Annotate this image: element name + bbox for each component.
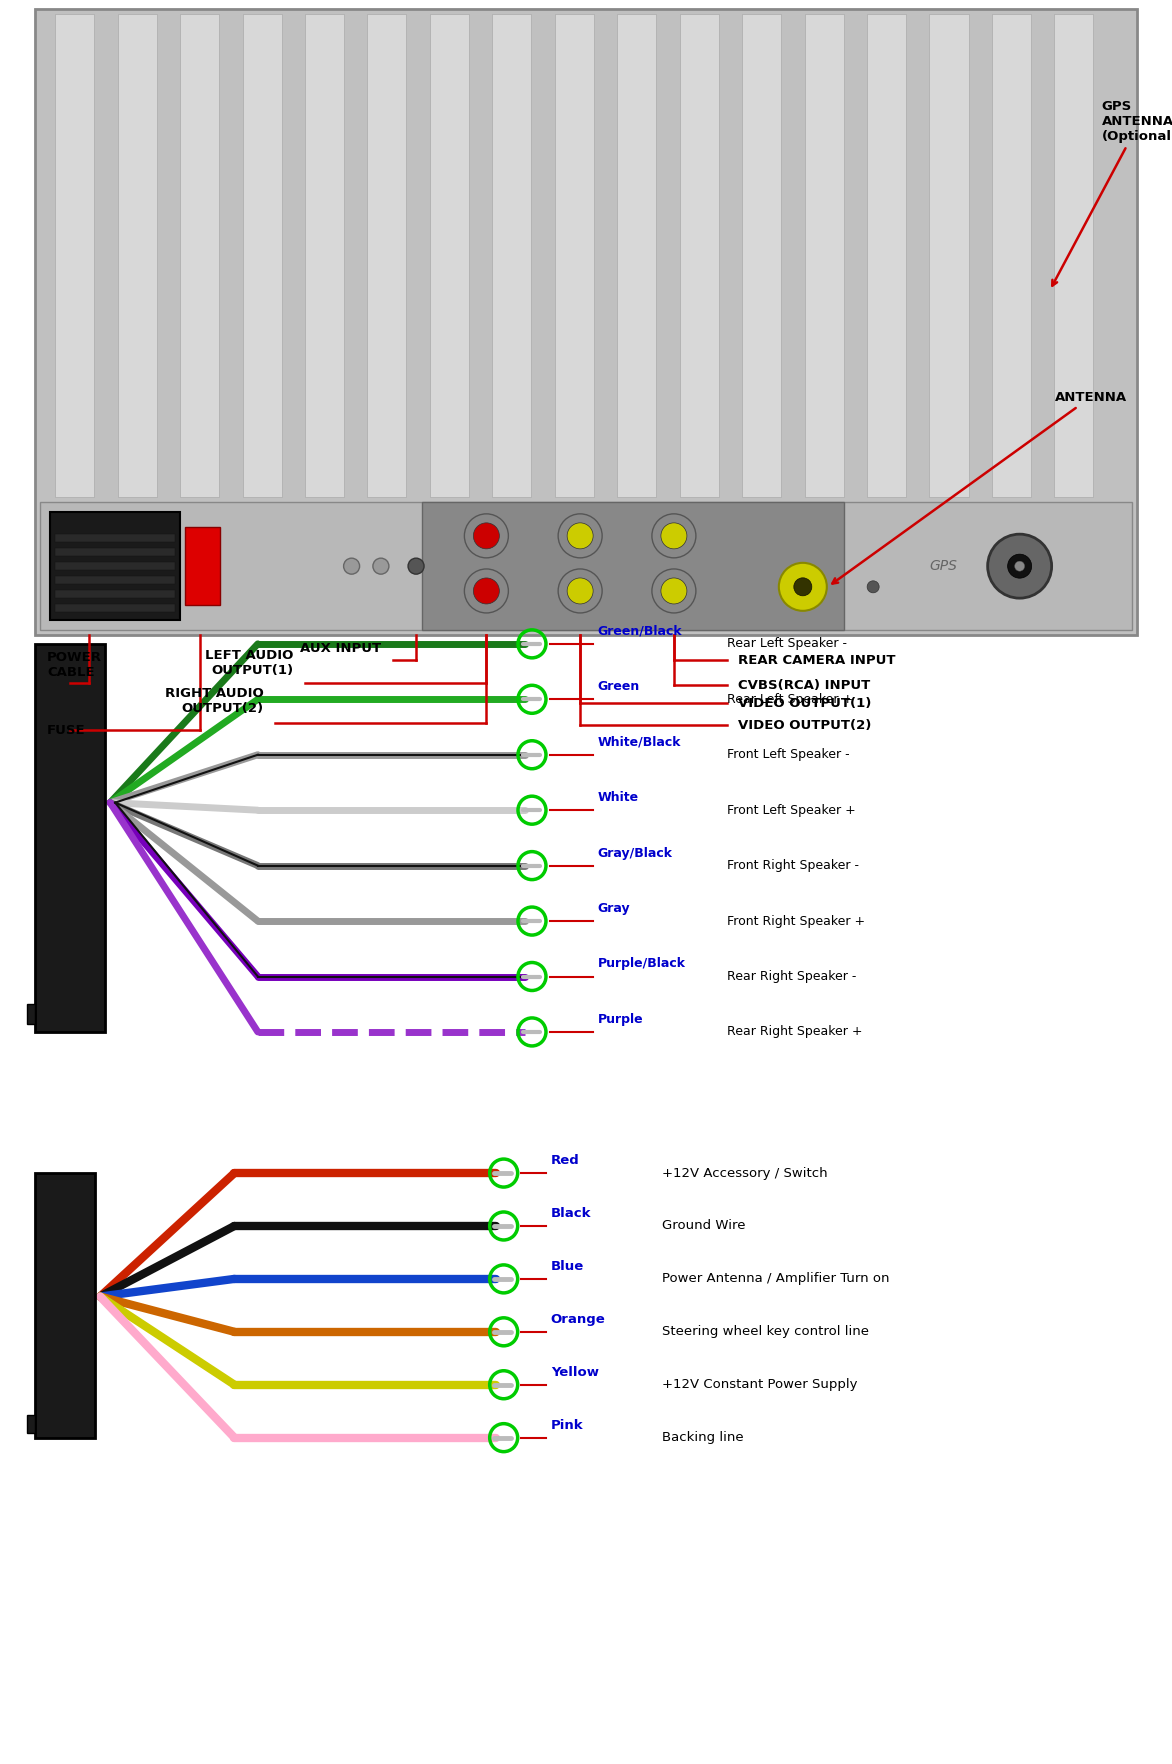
Circle shape xyxy=(464,513,509,557)
Bar xyxy=(430,14,469,497)
Bar xyxy=(35,9,1137,635)
Text: Rear Left Speaker +: Rear Left Speaker + xyxy=(727,693,853,706)
Bar xyxy=(55,14,94,497)
Text: White/Black: White/Black xyxy=(598,736,681,748)
Text: Rear Left Speaker -: Rear Left Speaker - xyxy=(727,637,846,651)
Bar xyxy=(55,563,175,570)
Text: Ground Wire: Ground Wire xyxy=(662,1219,745,1233)
Bar xyxy=(50,512,180,619)
Bar xyxy=(805,14,844,497)
Bar xyxy=(180,14,219,497)
Circle shape xyxy=(473,579,499,603)
Text: Green: Green xyxy=(598,681,640,693)
Bar xyxy=(492,14,531,497)
Bar xyxy=(35,644,105,1032)
Circle shape xyxy=(1015,561,1024,572)
Circle shape xyxy=(567,579,593,603)
Text: REAR CAMERA INPUT: REAR CAMERA INPUT xyxy=(738,653,895,667)
Bar xyxy=(55,577,175,584)
Bar xyxy=(305,14,345,497)
Text: Gray: Gray xyxy=(598,901,631,916)
Circle shape xyxy=(1008,554,1031,579)
Text: Front Left Speaker +: Front Left Speaker + xyxy=(727,804,856,817)
Bar xyxy=(185,527,220,605)
Bar xyxy=(680,14,718,497)
Text: Purple/Black: Purple/Black xyxy=(598,958,686,970)
Text: CVBS(RCA) INPUT: CVBS(RCA) INPUT xyxy=(738,679,871,691)
Circle shape xyxy=(558,513,602,557)
Text: +12V Accessory / Switch: +12V Accessory / Switch xyxy=(662,1166,827,1180)
Bar xyxy=(35,1173,95,1438)
Text: VIDEO OUTPUT(1): VIDEO OUTPUT(1) xyxy=(738,697,872,709)
Bar xyxy=(742,14,782,497)
Circle shape xyxy=(661,579,687,603)
Text: Green/Black: Green/Black xyxy=(598,624,682,639)
Bar xyxy=(867,14,906,497)
Text: GPS: GPS xyxy=(929,559,958,573)
Bar xyxy=(554,14,594,497)
Text: Purple: Purple xyxy=(598,1013,643,1027)
Circle shape xyxy=(464,570,509,612)
Circle shape xyxy=(793,579,812,596)
Bar xyxy=(422,503,844,630)
Bar xyxy=(55,603,175,612)
Text: Blue: Blue xyxy=(551,1259,584,1274)
Circle shape xyxy=(652,513,696,557)
Text: Red: Red xyxy=(551,1154,580,1168)
Text: White: White xyxy=(598,792,639,804)
Bar xyxy=(27,1004,35,1023)
Circle shape xyxy=(373,557,389,573)
Bar xyxy=(40,503,1132,630)
Bar xyxy=(618,14,656,497)
Circle shape xyxy=(867,580,879,593)
Text: Orange: Orange xyxy=(551,1312,606,1327)
Text: AUX INPUT: AUX INPUT xyxy=(300,642,381,654)
Text: Pink: Pink xyxy=(551,1418,584,1432)
Bar xyxy=(1055,14,1093,497)
Bar xyxy=(55,534,175,542)
Bar xyxy=(27,1415,35,1432)
Text: LEFT AUDIO
OUTPUT(1): LEFT AUDIO OUTPUT(1) xyxy=(205,649,293,677)
Circle shape xyxy=(343,557,360,573)
Bar xyxy=(55,549,175,556)
Circle shape xyxy=(558,570,602,612)
Bar xyxy=(992,14,1031,497)
Text: GPS
ANTENNA
(Optional): GPS ANTENNA (Optional) xyxy=(1052,101,1172,286)
Text: ANTENNA: ANTENNA xyxy=(832,390,1127,584)
Text: Black: Black xyxy=(551,1207,592,1221)
Text: Rear Right Speaker +: Rear Right Speaker + xyxy=(727,1025,863,1039)
Bar xyxy=(367,14,407,497)
Text: Front Right Speaker +: Front Right Speaker + xyxy=(727,914,865,928)
Text: Backing line: Backing line xyxy=(662,1431,744,1445)
Circle shape xyxy=(567,522,593,549)
Circle shape xyxy=(473,522,499,549)
Text: Gray/Black: Gray/Black xyxy=(598,847,673,859)
Text: VIDEO OUTPUT(2): VIDEO OUTPUT(2) xyxy=(738,718,872,732)
Text: RIGHT AUDIO
OUTPUT(2): RIGHT AUDIO OUTPUT(2) xyxy=(165,686,264,714)
Text: Steering wheel key control line: Steering wheel key control line xyxy=(662,1325,870,1339)
Bar xyxy=(55,589,175,598)
Circle shape xyxy=(652,570,696,612)
Bar xyxy=(117,14,157,497)
Circle shape xyxy=(779,563,826,610)
Text: Power Antenna / Amplifier Turn on: Power Antenna / Amplifier Turn on xyxy=(662,1272,890,1286)
Text: Rear Right Speaker -: Rear Right Speaker - xyxy=(727,970,856,983)
Circle shape xyxy=(408,557,424,573)
Text: Front Right Speaker -: Front Right Speaker - xyxy=(727,859,859,871)
Text: FUSE: FUSE xyxy=(47,723,86,737)
Text: POWER
CABLE: POWER CABLE xyxy=(47,651,102,679)
Text: +12V Constant Power Supply: +12V Constant Power Supply xyxy=(662,1378,858,1392)
Circle shape xyxy=(661,522,687,549)
Bar xyxy=(929,14,968,497)
Text: Front Left Speaker -: Front Left Speaker - xyxy=(727,748,850,762)
Circle shape xyxy=(988,534,1051,598)
Text: Yellow: Yellow xyxy=(551,1365,599,1379)
Bar xyxy=(243,14,281,497)
